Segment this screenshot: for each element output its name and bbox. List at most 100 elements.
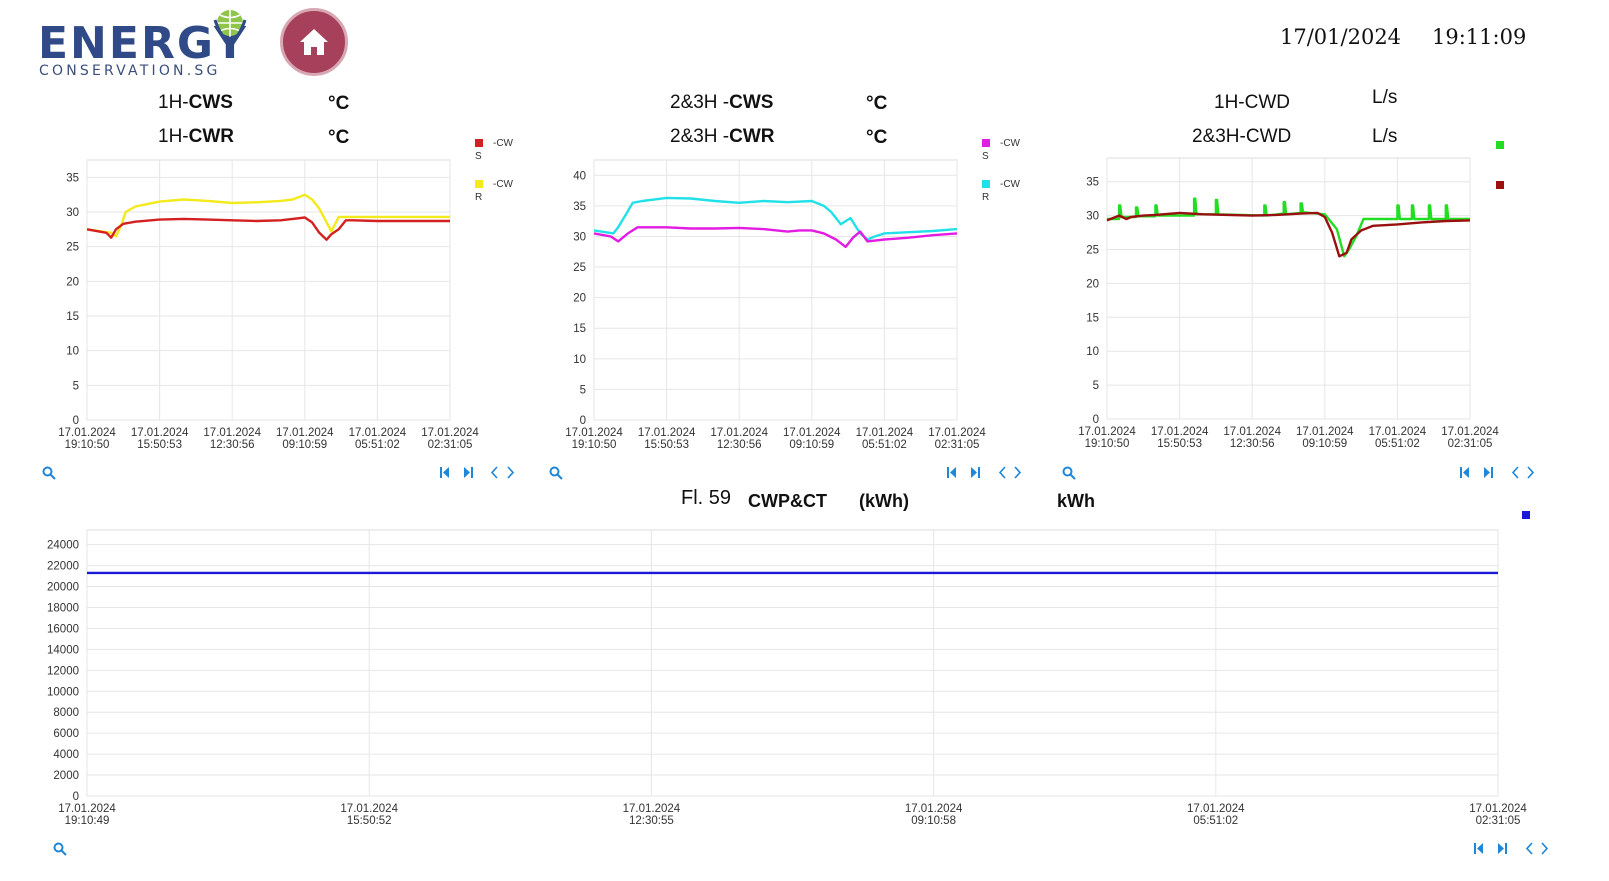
y-tick-label: 35 — [66, 172, 79, 184]
bottom-title-floor: Fl. 59 — [681, 487, 732, 509]
x-tick-date: 17.01.2024 — [1369, 426, 1427, 438]
x-tick-date: 17.01.2024 — [1469, 803, 1527, 815]
legend-swatch — [982, 180, 990, 189]
x-tick-time: 19:10:50 — [572, 439, 617, 451]
panel3-prev-icon[interactable] — [1511, 466, 1519, 479]
legend-item-cwr[interactable]: -CW — [982, 178, 1020, 191]
legend-swatch — [1496, 181, 1504, 190]
legend-item-1h[interactable] — [1496, 139, 1514, 152]
panel1-next-icon[interactable] — [507, 466, 515, 479]
panel2-legend: -CW S -CW R — [982, 137, 1020, 204]
y-tick-label: 20 — [1086, 278, 1099, 290]
x-tick-date: 17.01.2024 — [1151, 426, 1209, 438]
home-button[interactable] — [280, 8, 348, 76]
y-tick-label: 12000 — [47, 665, 79, 677]
panel2-zoom-icon[interactable] — [549, 466, 563, 480]
panel1-last-page-icon[interactable] — [463, 466, 473, 479]
legend-item-cws[interactable]: -CW — [475, 137, 513, 150]
legend-swatch — [1496, 141, 1504, 150]
x-tick-time: 19:10:50 — [1085, 438, 1130, 450]
y-tick-label: 20000 — [47, 582, 79, 594]
y-tick-label: 18000 — [47, 602, 79, 614]
panel1-series-1-line — [86, 216, 450, 241]
y-tick-label: 22000 — [47, 561, 79, 573]
y-tick-label: 0 — [73, 415, 79, 427]
y-tick-label: 15 — [573, 323, 586, 335]
x-tick-time: 05:51:02 — [1193, 815, 1238, 827]
legend-item-kwh[interactable] — [1522, 509, 1540, 522]
bottom-title-name: CWP&CT — [748, 491, 827, 511]
legend-sub: R — [475, 192, 483, 203]
legend-swatch — [982, 139, 990, 148]
x-tick-date: 17.01.2024 — [421, 427, 479, 439]
bottom-next-icon[interactable] — [1541, 842, 1549, 855]
bottom-zoom-icon[interactable] — [53, 842, 67, 856]
panel2-last-page-icon[interactable] — [970, 466, 980, 479]
bottom-prev-icon[interactable] — [1525, 842, 1533, 855]
x-tick-date: 17.01.2024 — [710, 427, 768, 439]
bottom-first-page-icon[interactable] — [1474, 842, 1484, 855]
panel1-prev-icon[interactable] — [490, 466, 498, 479]
y-tick-label: 10000 — [47, 686, 79, 698]
x-tick-date: 17.01.2024 — [623, 803, 681, 815]
panel2-first-page-icon[interactable] — [947, 466, 957, 479]
legend-swatch — [475, 180, 483, 189]
x-tick-date: 17.01.2024 — [58, 803, 116, 815]
x-tick-time: 05:51:02 — [355, 439, 400, 451]
bottom-legend — [1522, 509, 1540, 522]
x-tick-date: 17.01.2024 — [1187, 803, 1245, 815]
panel3-first-page-icon[interactable] — [1460, 466, 1470, 479]
y-tick-label: 10 — [66, 346, 79, 358]
panel2-unit-cwr: °C — [866, 127, 888, 148]
panel2-series-0-line — [593, 196, 958, 241]
legend-sub: S — [475, 151, 482, 162]
y-tick-label: 0 — [73, 791, 79, 803]
x-tick-time: 09:10:58 — [911, 815, 956, 827]
x-tick-date: 17.01.2024 — [203, 427, 261, 439]
y-tick-label: 5 — [73, 380, 79, 392]
bottom-title-unit: (kWh) — [859, 491, 909, 511]
y-tick-label: 0 — [580, 415, 586, 427]
panel2-prev-icon[interactable] — [998, 466, 1006, 479]
logo-wordmark: ENERGY — [38, 18, 248, 69]
x-tick-date: 17.01.2024 — [349, 427, 407, 439]
panel1-unit-cwr: °C — [328, 127, 350, 148]
legend-item-cwr[interactable]: -CW — [475, 178, 513, 191]
x-tick-time: 19:10:49 — [65, 815, 110, 827]
legend-swatch — [1522, 511, 1530, 520]
legend-label: -CW — [1000, 179, 1020, 190]
y-tick-label: 20 — [66, 276, 79, 288]
panel3-unit-1h: L/s — [1372, 87, 1398, 108]
y-tick-label: 20 — [573, 293, 586, 305]
panel3-zoom-icon[interactable] — [1062, 466, 1076, 480]
panel1-first-page-icon[interactable] — [440, 466, 450, 479]
legend-item-cws[interactable]: -CW — [982, 137, 1020, 150]
x-tick-time: 02:31:05 — [1448, 438, 1493, 450]
y-tick-label: 35 — [573, 201, 586, 213]
y-tick-label: 8000 — [53, 707, 79, 719]
x-tick-time: 15:50:53 — [1157, 438, 1202, 450]
legend-item-23h[interactable] — [1496, 179, 1514, 192]
y-tick-label: 25 — [1086, 245, 1099, 257]
panel3-title-1h: 1H-CWD — [1214, 92, 1290, 113]
y-tick-label: 40 — [573, 170, 586, 182]
x-tick-time: 15:50:53 — [644, 439, 689, 451]
legend-label: -CW — [1000, 138, 1020, 149]
y-tick-label: 24000 — [47, 540, 79, 552]
panel2-next-icon[interactable] — [1014, 466, 1022, 479]
y-tick-label: 25 — [573, 262, 586, 274]
panel1-legend: -CW S -CW R — [475, 137, 513, 204]
panel1-zoom-icon[interactable] — [42, 466, 56, 480]
bottom-last-page-icon[interactable] — [1497, 842, 1507, 855]
x-tick-date: 17.01.2024 — [1296, 426, 1354, 438]
x-tick-date: 17.01.2024 — [276, 427, 334, 439]
panel2-plot-area — [593, 159, 958, 421]
x-tick-date: 17.01.2024 — [340, 803, 398, 815]
y-tick-label: 16000 — [47, 623, 79, 635]
panel3-next-icon[interactable] — [1527, 466, 1535, 479]
y-tick-label: 15 — [1086, 312, 1099, 324]
y-tick-label: 10 — [573, 354, 586, 366]
panel3-last-page-icon[interactable] — [1483, 466, 1493, 479]
y-tick-label: 30 — [1086, 211, 1099, 223]
